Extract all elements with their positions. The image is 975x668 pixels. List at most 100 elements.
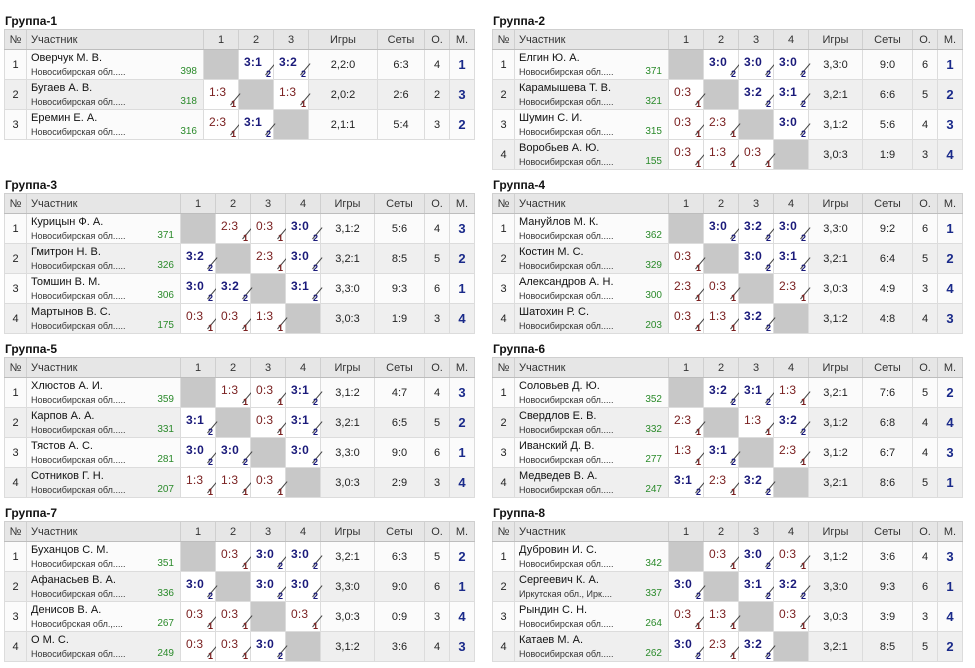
match-result[interactable]: 3:2 2	[738, 79, 776, 110]
match-result[interactable]: 1:3 1	[703, 139, 741, 170]
match-result[interactable]: 3:1 2	[285, 407, 323, 438]
player-name[interactable]: Афанасьев В. А.	[31, 574, 116, 586]
match-result[interactable]: 0:3 1	[703, 541, 741, 572]
match-result[interactable]: 3:0 2	[703, 213, 741, 244]
player-name[interactable]: Елгин Ю. А.	[519, 52, 580, 64]
player-name[interactable]: Оверчук М. В.	[31, 52, 103, 64]
match-result[interactable]: 1:3 1	[203, 79, 241, 110]
match-result[interactable]: 2:3 1	[773, 273, 811, 304]
player-cell[interactable]: Гмитрон Н. В. Новосибирская обл..... 326	[26, 243, 181, 274]
player-name[interactable]: Еремин Е. А.	[31, 112, 98, 124]
match-result[interactable]: 3:2 2	[738, 467, 776, 498]
player-name[interactable]: Иванский Д. В.	[519, 440, 595, 452]
match-result[interactable]: 0:3 1	[668, 601, 706, 632]
match-result[interactable]: 0:3 1	[668, 79, 706, 110]
match-result[interactable]: 3:0 2	[738, 49, 776, 80]
match-result[interactable]: 3:0 2	[285, 437, 323, 468]
match-result[interactable]: 2:3 1	[250, 243, 288, 274]
player-name[interactable]: Александров А. Н.	[519, 276, 614, 288]
match-result[interactable]: 2:3 1	[215, 213, 253, 244]
player-name[interactable]: Бугаев А. В.	[31, 82, 93, 94]
match-result[interactable]: 0:3 1	[668, 243, 706, 274]
match-result[interactable]: 3:1 2	[238, 49, 276, 80]
match-result[interactable]: 3:0 2	[285, 571, 323, 602]
player-cell[interactable]: Бугаев А. В. Новосибирская обл..... 318	[26, 79, 204, 110]
match-result[interactable]: 3:0 2	[773, 213, 811, 244]
match-result[interactable]: 0:3 1	[703, 273, 741, 304]
match-result[interactable]: 3:1 2	[285, 273, 323, 304]
player-name[interactable]: Хлюстов А. И.	[31, 380, 103, 392]
player-cell[interactable]: Мартынов В. С. Новосибирская обл..... 175	[26, 303, 181, 334]
match-result[interactable]: 3:0 2	[250, 541, 288, 572]
match-result[interactable]: 3:2 2	[180, 243, 218, 274]
match-result[interactable]: 0:3 1	[215, 601, 253, 632]
match-result[interactable]: 3:0 2	[773, 49, 811, 80]
match-result[interactable]: 3:0 2	[773, 109, 811, 140]
player-cell[interactable]: Сотников Г. Н. Новосибирская обл..... 207	[26, 467, 181, 498]
player-cell[interactable]: Елгин Ю. А. Новосибирская обл..... 371	[514, 49, 669, 80]
match-result[interactable]: 0:3 1	[215, 303, 253, 334]
match-result[interactable]: 0:3 1	[180, 601, 218, 632]
match-result[interactable]: 1:3 1	[738, 407, 776, 438]
match-result[interactable]: 3:0 2	[215, 437, 253, 468]
player-cell[interactable]: Томшин В. М. Новосибирская обл..... 306	[26, 273, 181, 304]
match-result[interactable]: 3:0 2	[738, 541, 776, 572]
match-result[interactable]: 3:0 2	[180, 437, 218, 468]
match-result[interactable]: 3:2 2	[738, 213, 776, 244]
match-result[interactable]: 0:3 1	[738, 139, 776, 170]
match-result[interactable]: 0:3 1	[773, 601, 811, 632]
match-result[interactable]: 3:2 2	[738, 303, 776, 334]
match-result[interactable]: 3:1 2	[738, 571, 776, 602]
match-result[interactable]: 0:3 1	[180, 303, 218, 334]
match-result[interactable]: 3:0 2	[285, 541, 323, 572]
match-result[interactable]: 3:0 2	[250, 571, 288, 602]
match-result[interactable]: 1:3 1	[668, 437, 706, 468]
player-cell[interactable]: Костин М. С. Новосибирская обл..... 329	[514, 243, 669, 274]
player-cell[interactable]: Денисов В. А. Новосибрская обл.,.... 267	[26, 601, 181, 632]
match-result[interactable]: 0:3 1	[773, 541, 811, 572]
match-result[interactable]: 3:0 2	[180, 273, 218, 304]
match-result[interactable]: 0:3 1	[668, 139, 706, 170]
match-result[interactable]: 2:3 1	[668, 407, 706, 438]
player-cell[interactable]: Оверчук М. В. Новосибирская обл..... 398	[26, 49, 204, 80]
player-cell[interactable]: Воробьев А. Ю. Новосибирская обл..... 155	[514, 139, 669, 170]
match-result[interactable]: 1:3 1	[180, 467, 218, 498]
match-result[interactable]: 3:2 2	[773, 571, 811, 602]
player-name[interactable]: Дубровин И. С.	[519, 544, 597, 556]
player-name[interactable]: Сергеевич К. А.	[519, 574, 599, 586]
player-cell[interactable]: Сергеевич К. А. Иркутская обл., Ирк.... 33…	[514, 571, 669, 602]
match-result[interactable]: 1:3 1	[703, 303, 741, 334]
player-name[interactable]: Мартынов В. С.	[31, 306, 111, 318]
player-cell[interactable]: Тястов А. С. Новосибирская обл..... 281	[26, 437, 181, 468]
match-result[interactable]: 3:2 2	[215, 273, 253, 304]
player-cell[interactable]: О М. С. Новосибирская обл..... 249	[26, 631, 181, 662]
player-name[interactable]: О М. С.	[31, 634, 69, 646]
match-result[interactable]: 2:3 1	[773, 437, 811, 468]
player-cell[interactable]: Курицын Ф. А. Новосибирская обл..... 371	[26, 213, 181, 244]
match-result[interactable]: 0:3 1	[668, 109, 706, 140]
player-cell[interactable]: Рындин С. Н. Новосибирская обл..... 264	[514, 601, 669, 632]
match-result[interactable]: 1:3 1	[773, 377, 811, 408]
player-name[interactable]: Денисов В. А.	[31, 604, 102, 616]
player-name[interactable]: Мануйлов М. К.	[519, 216, 599, 228]
match-result[interactable]: 1:3 1	[273, 79, 311, 110]
match-result[interactable]: 3:2 2	[273, 49, 311, 80]
player-name[interactable]: Курицын Ф. А.	[31, 216, 104, 228]
player-cell[interactable]: Шатохин Р. С. Новосибирская обл..... 203	[514, 303, 669, 334]
match-result[interactable]: 3:0 2	[285, 213, 323, 244]
player-name[interactable]: Медведев В. А.	[519, 470, 598, 482]
player-cell[interactable]: Еремин Е. А. Новосибирская обл..... 316	[26, 109, 204, 140]
match-result[interactable]: 2:3 1	[203, 109, 241, 140]
player-name[interactable]: Карпов А. А.	[31, 410, 95, 422]
match-result[interactable]: 2:3 1	[703, 467, 741, 498]
match-result[interactable]: 3:2 2	[773, 407, 811, 438]
player-name[interactable]: Свердлов Е. В.	[519, 410, 597, 422]
match-result[interactable]: 3:1 2	[238, 109, 276, 140]
match-result[interactable]: 3:0 2	[285, 243, 323, 274]
match-result[interactable]: 3:0 2	[668, 571, 706, 602]
match-result[interactable]: 3:1 2	[668, 467, 706, 498]
player-name[interactable]: Соловьев Д. Ю.	[519, 380, 600, 392]
player-cell[interactable]: Иванский Д. В. Новосибирская обл..... 277	[514, 437, 669, 468]
player-cell[interactable]: Афанасьев В. А. Новосибирская обл..... 336	[26, 571, 181, 602]
match-result[interactable]: 0:3 1	[180, 631, 218, 662]
